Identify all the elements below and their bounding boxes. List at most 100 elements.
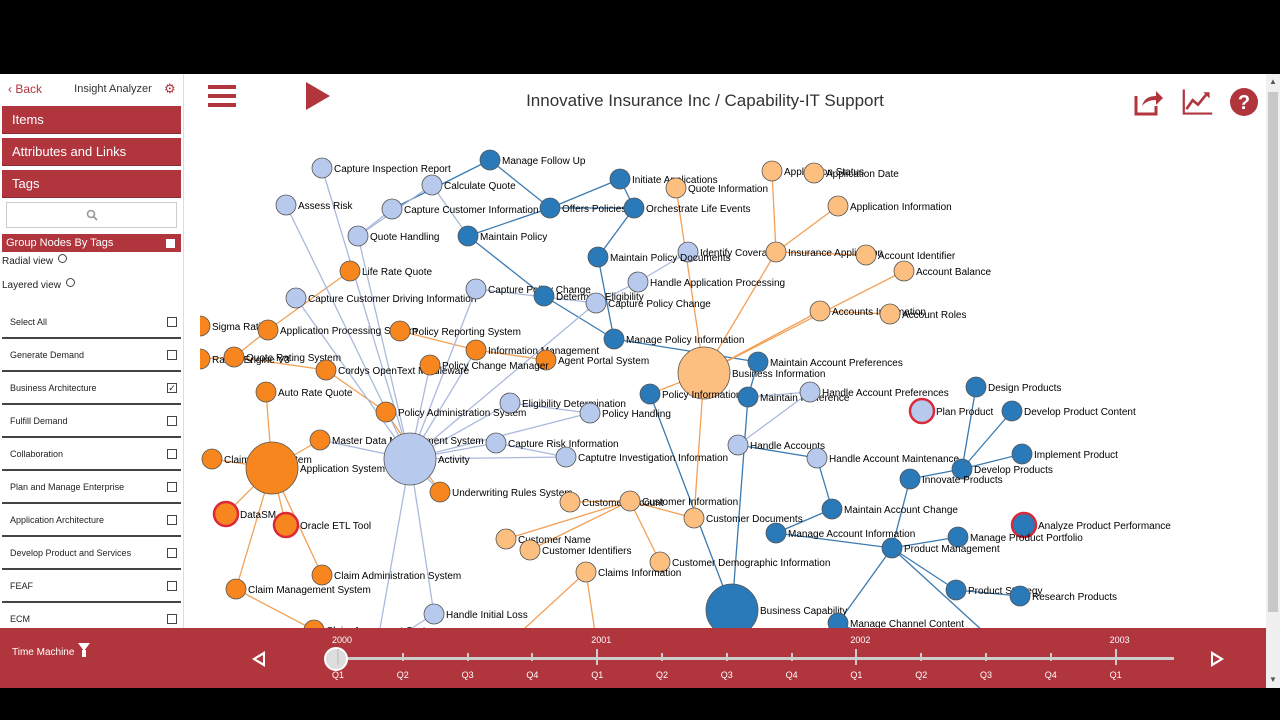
timeline-track[interactable] — [338, 657, 1174, 660]
graph-node-circle[interactable] — [499, 392, 521, 414]
graph-node[interactable]: Implement Product — [1011, 443, 1118, 465]
graph-node-circle[interactable] — [665, 177, 687, 199]
graph-node[interactable]: Customer Information — [619, 490, 738, 512]
graph-node-circle[interactable] — [1009, 585, 1031, 607]
graph-node[interactable]: Product Management — [881, 537, 1000, 559]
graph-node-circle[interactable] — [879, 303, 901, 325]
graph-node-circle[interactable] — [809, 300, 831, 322]
tag-row[interactable]: Generate Demand — [2, 339, 181, 372]
graph-node-circle[interactable] — [257, 319, 279, 341]
graph-node[interactable]: Agent Portal System — [535, 349, 649, 371]
tag-checkbox[interactable] — [167, 481, 177, 492]
graph-node-circle[interactable] — [559, 491, 581, 513]
graph-node[interactable]: Design Products — [965, 376, 1061, 398]
chart-icon[interactable] — [1182, 86, 1214, 118]
graph-node[interactable]: Claim Administration System — [311, 564, 461, 586]
radial-view-option[interactable]: Radial view — [0, 252, 183, 276]
graph-node[interactable]: Quote Handling — [347, 225, 440, 247]
graph-node[interactable]: Application Processing System — [257, 319, 417, 341]
graph-node[interactable]: Research Products — [1009, 585, 1117, 607]
graph-node-circle[interactable] — [421, 174, 443, 196]
graph-node-circle[interactable] — [1001, 400, 1023, 422]
graph-node-circle[interactable] — [375, 401, 397, 423]
graph-node[interactable]: Manage Product Portfolio — [947, 526, 1083, 548]
graph-node[interactable]: Calculate Quote — [421, 174, 516, 196]
graph-node-circle[interactable] — [855, 244, 877, 266]
graph-node-circle[interactable] — [383, 432, 437, 486]
graph-node-circle[interactable] — [1011, 443, 1033, 465]
graph-node-circle[interactable] — [212, 500, 240, 528]
graph-node-circle[interactable] — [339, 260, 361, 282]
graph-node[interactable]: Capture Policy Change — [585, 292, 711, 314]
graph-node[interactable]: Policy Change Manager — [419, 354, 549, 376]
graph-node-circle[interactable] — [419, 354, 441, 376]
graph-node-circle[interactable] — [737, 386, 759, 408]
graph-node[interactable]: Manage Follow Up — [479, 149, 586, 171]
graph-node[interactable]: Handle Account Maintenance — [806, 447, 960, 469]
graph-node-circle[interactable] — [311, 564, 333, 586]
tag-row[interactable]: ECM — [2, 603, 181, 628]
tag-row[interactable]: Business Architecture ✓ — [2, 372, 181, 405]
vertical-scrollbar[interactable]: ▲ ▼ — [1266, 74, 1280, 688]
attributes-links-button[interactable]: Attributes and Links — [2, 138, 181, 166]
graph-node[interactable]: Rating Engine V3 — [200, 348, 290, 370]
tag-row[interactable]: Plan and Manage Enterprise — [2, 471, 181, 504]
graph-node-circle[interactable] — [627, 271, 649, 293]
graph-node[interactable]: Maintain Policy Documents — [587, 246, 731, 268]
radial-view-radio[interactable] — [57, 254, 67, 263]
tag-row[interactable]: Develop Product and Services — [2, 537, 181, 570]
graph-node-circle[interactable] — [275, 194, 297, 216]
graph-node[interactable]: Business Capability — [705, 583, 847, 628]
graph-node[interactable]: Manage Policy Information — [603, 328, 744, 350]
group-nodes-by-tags[interactable]: Group Nodes By Tags — [2, 234, 181, 252]
graph-node[interactable]: Policy Information — [639, 383, 741, 405]
graph-node-circle[interactable] — [945, 579, 967, 601]
graph-node-circle[interactable] — [761, 160, 783, 182]
graph-node[interactable]: Underwriting Rules System — [429, 481, 573, 503]
graph-node-circle[interactable] — [677, 241, 699, 263]
graph-node-circle[interactable] — [609, 168, 631, 190]
graph-node-circle[interactable] — [311, 157, 333, 179]
graph-node[interactable]: Application System — [245, 441, 385, 495]
timeline-handle[interactable] — [324, 647, 348, 671]
scrollbar-thumb[interactable] — [1268, 92, 1278, 612]
graph-node-circle[interactable] — [272, 511, 300, 539]
graph-node[interactable]: Policy Handling — [579, 402, 671, 424]
graph-node[interactable]: Orchestrate Life Events — [623, 197, 751, 219]
scroll-down-icon[interactable]: ▼ — [1269, 675, 1277, 684]
graph-node-circle[interactable] — [821, 498, 843, 520]
graph-canvas[interactable]: Capture Inspection Report Manage Follow U… — [200, 126, 1253, 628]
graph-node[interactable]: Captutre Investigation Information — [555, 446, 728, 468]
graph-node[interactable]: Develop Product Content — [1001, 400, 1136, 422]
graph-node-circle[interactable] — [575, 561, 597, 583]
graph-node[interactable]: Eligibility Determination — [499, 392, 626, 414]
graph-node-circle[interactable] — [200, 315, 211, 337]
gear-icon[interactable]: ⚙ — [164, 81, 176, 96]
graph-node-circle[interactable] — [539, 197, 561, 219]
graph-node-circle[interactable] — [603, 328, 625, 350]
graph-node-circle[interactable] — [519, 539, 541, 561]
tag-checkbox[interactable] — [167, 613, 177, 624]
graph-node[interactable]: Manage Channel Content — [827, 612, 964, 628]
graph-node[interactable]: Claim Assesment System — [303, 619, 439, 628]
graph-node-circle[interactable] — [255, 381, 277, 403]
graph-node-circle[interactable] — [677, 346, 731, 400]
tag-checkbox[interactable] — [167, 580, 177, 591]
graph-node-circle[interactable] — [285, 287, 307, 309]
graph-node[interactable]: Handle Account Preferences — [799, 381, 949, 403]
graph-node[interactable]: Handle Accounts — [727, 434, 825, 456]
graph-node-circle[interactable] — [893, 260, 915, 282]
graph-node-circle[interactable] — [485, 432, 507, 454]
graph-node-circle[interactable] — [765, 241, 787, 263]
tag-search-input[interactable] — [6, 202, 177, 228]
graph-node[interactable]: Innovate Products — [899, 468, 1003, 490]
graph-node-circle[interactable] — [947, 526, 969, 548]
back-button[interactable]: ‹ Back — [8, 82, 43, 96]
graph-node[interactable]: Accounts Information — [809, 300, 926, 322]
graph-node-circle[interactable] — [465, 278, 487, 300]
graph-node-circle[interactable] — [623, 197, 645, 219]
graph-node[interactable]: Identify Coverage — [677, 241, 779, 263]
graph-node-circle[interactable] — [389, 320, 411, 342]
graph-node[interactable]: Business Information — [677, 346, 825, 400]
graph-node-circle[interactable] — [727, 434, 749, 456]
